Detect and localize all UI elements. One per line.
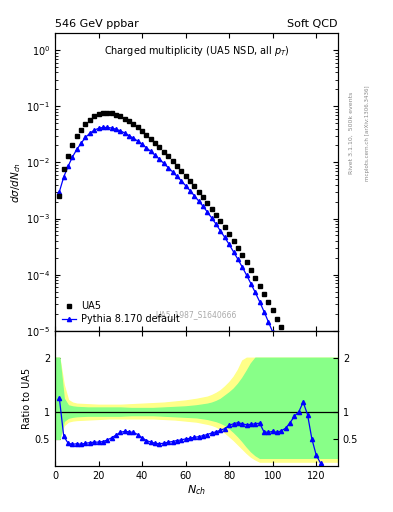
Text: Rivet 3.1.10,  500k events: Rivet 3.1.10, 500k events (349, 92, 354, 174)
X-axis label: $N_{ch}$: $N_{ch}$ (187, 483, 206, 497)
Y-axis label: Ratio to UA5: Ratio to UA5 (22, 368, 32, 429)
UA5 (122, 116, 127, 122)
UA5 (218, 218, 223, 224)
Pythia 8.170 default (288, 375, 292, 381)
Pythia 8.170 default (57, 188, 62, 195)
Pythia 8.170 default (218, 228, 223, 234)
Line: Pythia 8.170 default: Pythia 8.170 default (57, 125, 323, 488)
Y-axis label: $d\sigma/dN_{ch}$: $d\sigma/dN_{ch}$ (9, 161, 23, 203)
UA5 (57, 193, 62, 199)
Line: UA5: UA5 (57, 110, 323, 413)
Text: mcplots.cern.ch [arXiv:1306.3436]: mcplots.cern.ch [arXiv:1306.3436] (365, 86, 370, 181)
Pythia 8.170 default (122, 130, 127, 136)
UA5 (201, 194, 206, 200)
Pythia 8.170 default (201, 203, 206, 209)
Legend: UA5, Pythia 8.170 default: UA5, Pythia 8.170 default (60, 299, 182, 326)
Text: 546 GeV ppbar: 546 GeV ppbar (55, 19, 139, 30)
Pythia 8.170 default (101, 124, 105, 131)
Text: Charged multiplicity (UA5 NSD, all $p_{T}$): Charged multiplicity (UA5 NSD, all $p_{T… (103, 44, 290, 58)
Text: Soft QCD: Soft QCD (288, 19, 338, 30)
UA5 (114, 112, 118, 118)
Pythia 8.170 default (318, 483, 323, 489)
UA5 (153, 140, 158, 146)
UA5 (318, 408, 323, 414)
Pythia 8.170 default (153, 152, 158, 158)
UA5 (288, 342, 292, 348)
UA5 (105, 110, 110, 116)
Text: UA5_1987_S1640666: UA5_1987_S1640666 (156, 310, 237, 319)
Pythia 8.170 default (114, 126, 118, 132)
